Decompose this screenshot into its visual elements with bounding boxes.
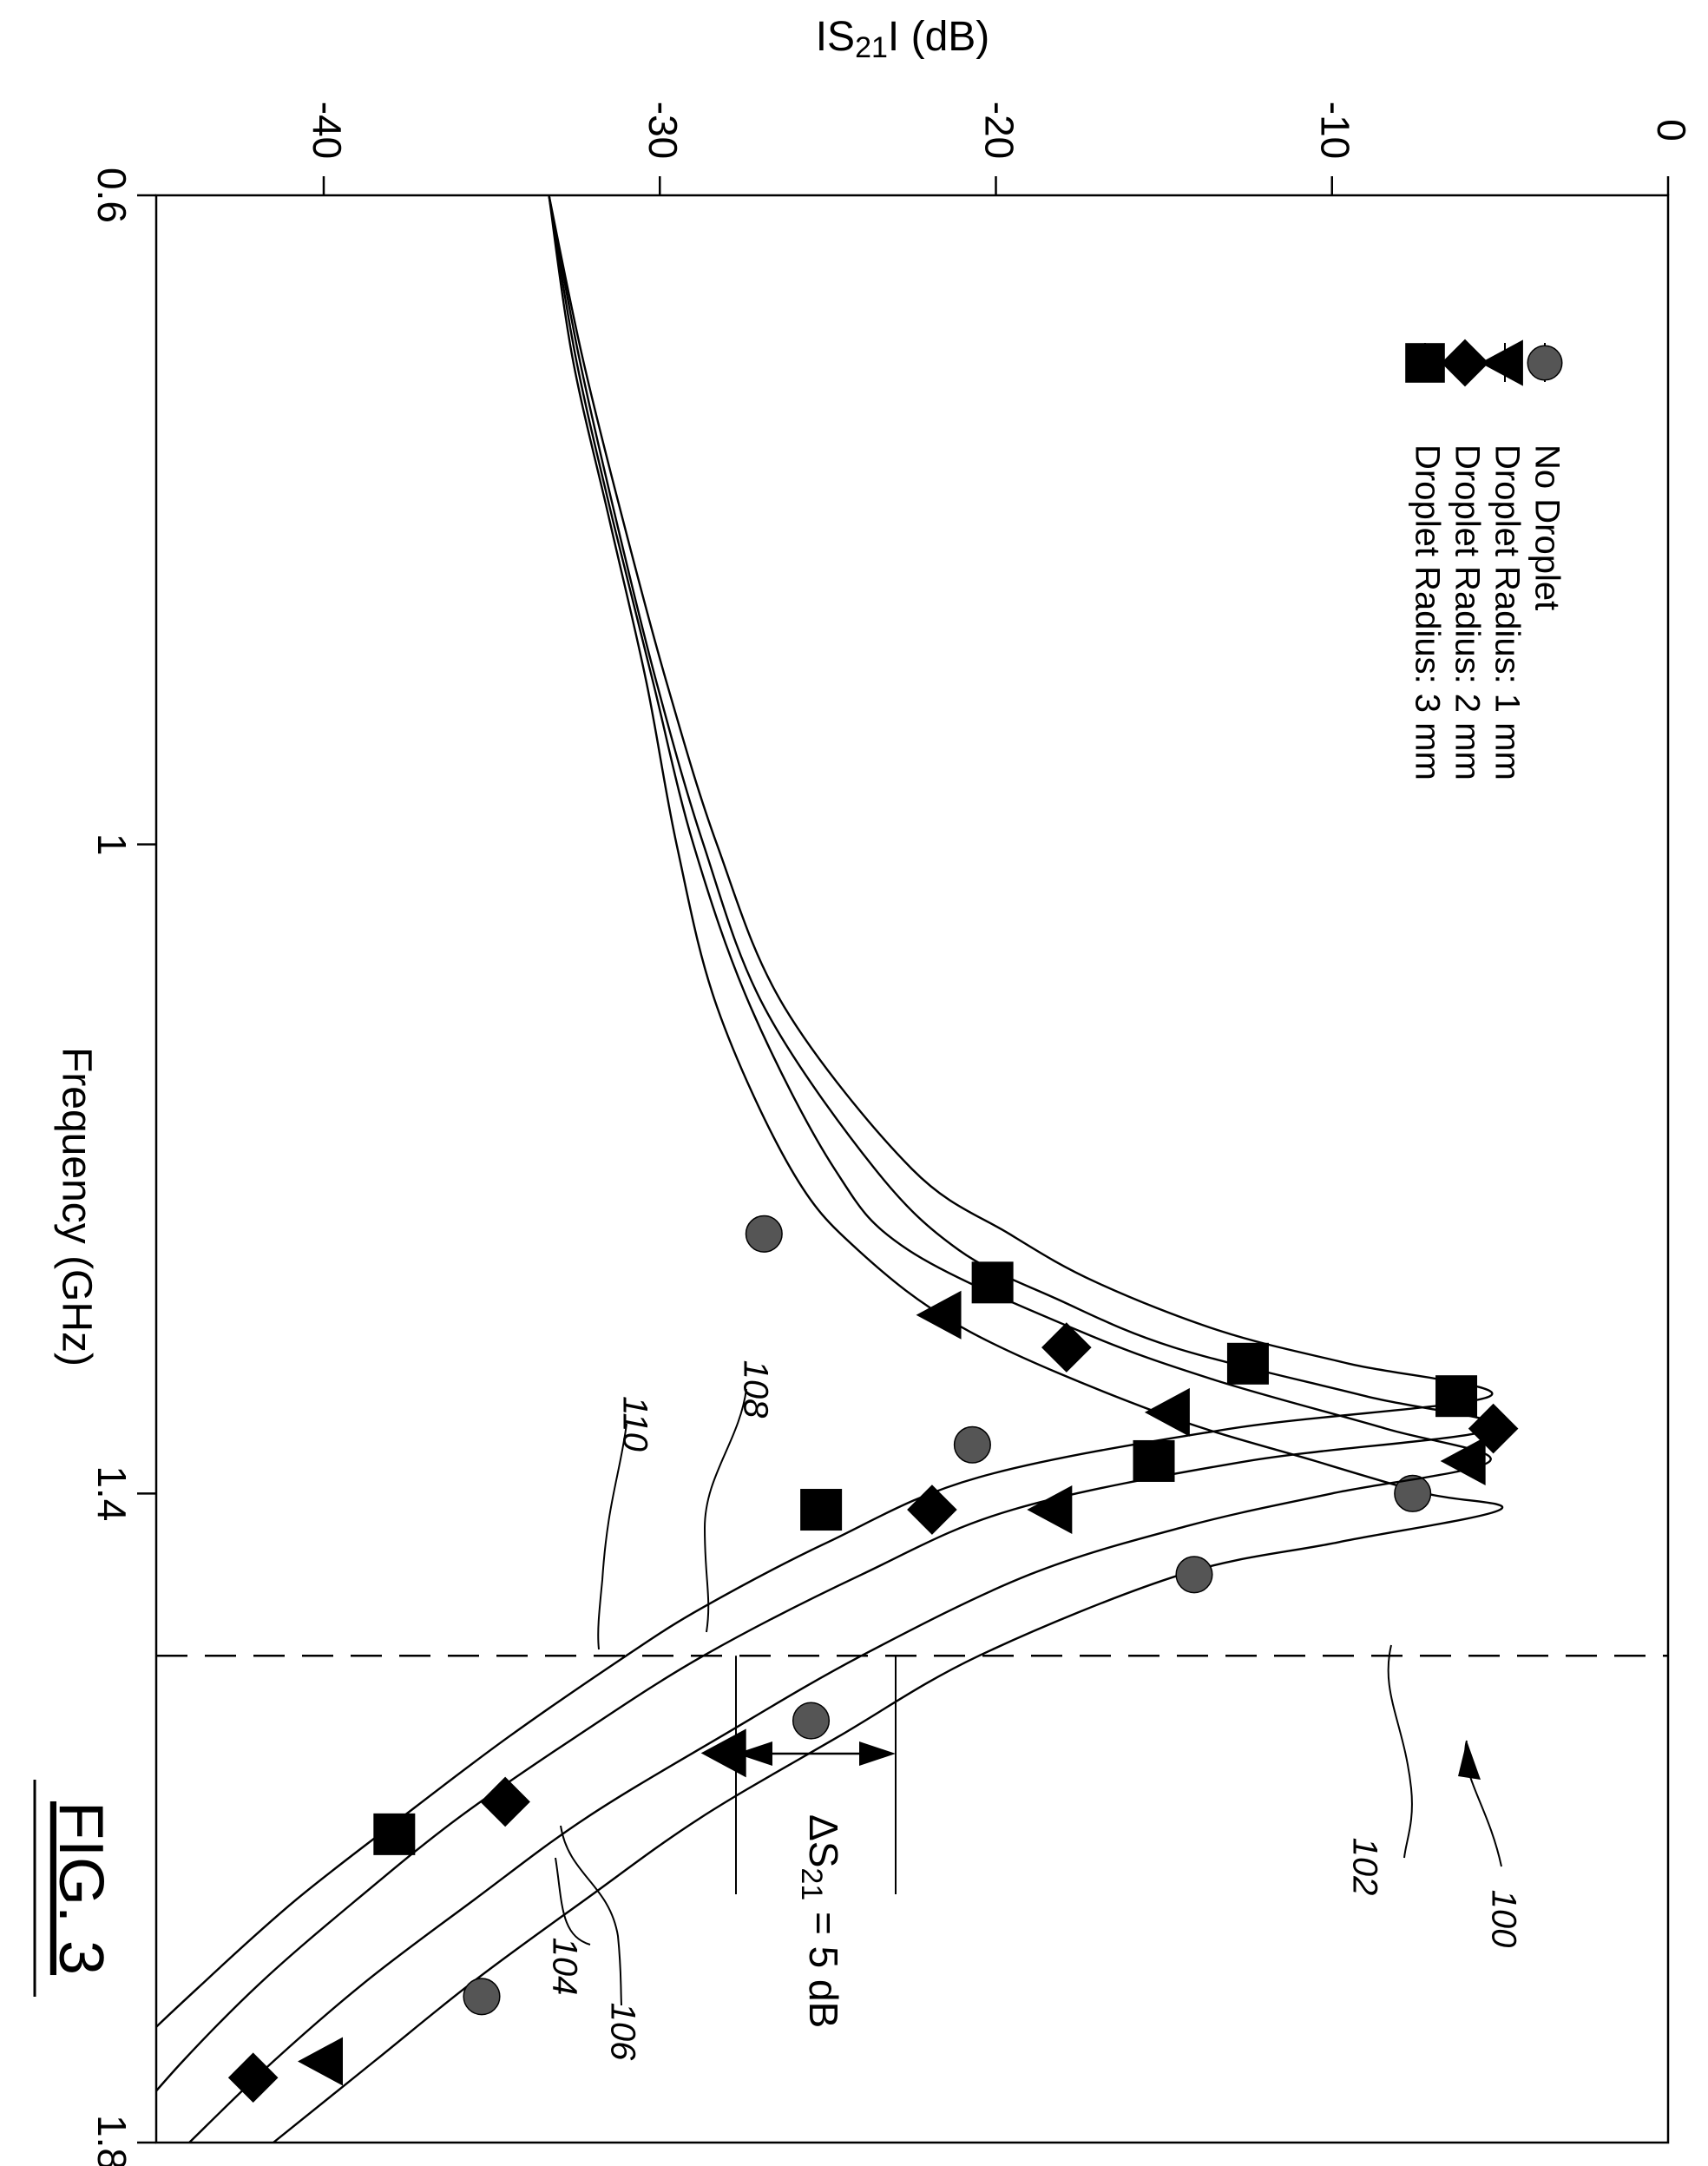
leader-line: [1387, 1644, 1413, 1859]
x-tick-label: 0.6: [89, 168, 135, 223]
curve-reference-106: 106: [603, 2003, 641, 2061]
data-point-diamond: [480, 1776, 530, 1827]
legend-marker-triangle: [1480, 339, 1523, 386]
figure-caption: FIG. 3: [46, 1801, 115, 1975]
y-axis-title-main: IS: [816, 14, 855, 60]
series-line-2: [188, 195, 1492, 2143]
data-point-triangle: [1027, 1485, 1073, 1535]
data-point-circle: [792, 1702, 831, 1740]
data-point-triangle: [298, 2037, 343, 2086]
y-axis-title-subscript: 21: [855, 31, 888, 64]
series-2: [188, 195, 1492, 2143]
data-point-square: [971, 1261, 1014, 1304]
data-point-triangle: [1144, 1387, 1190, 1437]
y-tick-label: -40: [305, 102, 350, 159]
legend-marker-square: [1405, 343, 1445, 383]
s21-frequency-chart: -40 -30 -20 -10 0 0.6 1 1.4 1.8 Frequency (GHz) IS…: [33, 14, 1694, 2166]
data-point-square: [1435, 1375, 1478, 1418]
data-point-diamond: [1468, 1403, 1519, 1454]
series-line-1: [273, 195, 1504, 2143]
data-point-diamond: [1041, 1322, 1092, 1373]
delta-s21-subscript: 21: [795, 1867, 828, 1900]
y-tick-label: -10: [1313, 102, 1358, 159]
x-tick-label: 1: [89, 833, 135, 856]
data-point-square: [1133, 1439, 1175, 1482]
reference-arrowhead: [1458, 1741, 1481, 1780]
data-point-square: [800, 1489, 843, 1531]
data-point-triangle: [916, 1290, 962, 1340]
x-tick-label: 1.4: [89, 1465, 135, 1521]
series-line-4: [156, 195, 1494, 2029]
delta-arrowhead: [736, 1741, 772, 1766]
series-1: [273, 195, 1504, 2143]
legend-marker-circle: [1527, 345, 1563, 381]
data-point-circle: [1175, 1556, 1213, 1594]
legend-label: Droplet Radius: 2 mm: [1448, 444, 1486, 780]
y-tick-label: 0: [1649, 119, 1694, 142]
data-point-triangle: [700, 1728, 746, 1778]
curve-reference-110: 110: [615, 1396, 654, 1452]
curve-reference-108: 108: [736, 1360, 774, 1419]
series-3: [156, 195, 1519, 2103]
y-axis-title: IS21I (dB): [816, 14, 990, 64]
legend-label: Droplet Radius: 3 mm: [1408, 444, 1446, 780]
series-4: [156, 195, 1494, 2029]
y-tick-label: -20: [976, 102, 1022, 159]
data-point-diamond: [227, 2052, 279, 2103]
leader-line: [555, 1857, 591, 1945]
delta-s21-value: = 5 dB: [801, 1900, 846, 2028]
threshold-reference: 102: [1345, 1838, 1383, 1896]
data-point-circle: [463, 1978, 501, 2016]
data-point-triangle: [1440, 1436, 1486, 1485]
y-axis-title-unit: I (dB): [888, 14, 989, 60]
data-point-circle: [745, 1215, 783, 1253]
leader-line: [597, 1423, 627, 1650]
data-point-circle: [953, 1425, 991, 1464]
legend-marker-diamond: [1441, 339, 1489, 387]
leader-line: [703, 1388, 747, 1633]
data-point-square: [373, 1813, 416, 1855]
delta-arrowhead: [859, 1741, 896, 1766]
leader-line: [560, 1825, 622, 2006]
data-point-square: [1226, 1342, 1269, 1385]
plot-frame: [154, 194, 1670, 2144]
delta-s21-symbol: ΔS: [801, 1814, 846, 1867]
x-tick-label: 1.8: [89, 2115, 135, 2166]
curve-reference-104: 104: [545, 1938, 583, 1996]
delta-s21-label: ΔS21 = 5 dB: [795, 1814, 846, 2028]
x-axis-title: Frequency (GHz): [53, 1047, 99, 1366]
legend-label: No Droplet: [1527, 444, 1566, 610]
legend-label: Droplet Radius: 1 mm: [1488, 444, 1526, 780]
y-tick-label: -30: [640, 102, 686, 159]
figure-reference: 100: [1484, 1890, 1522, 1948]
data-point-circle: [1394, 1474, 1432, 1512]
